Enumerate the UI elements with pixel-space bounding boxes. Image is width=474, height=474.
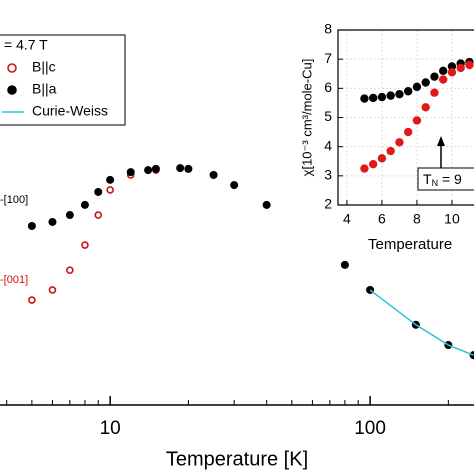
point bbox=[81, 241, 89, 249]
arrow-head bbox=[437, 136, 445, 146]
point bbox=[230, 181, 239, 190]
point bbox=[403, 87, 413, 96]
point bbox=[377, 92, 387, 102]
point bbox=[340, 260, 349, 269]
point bbox=[386, 146, 395, 156]
point bbox=[126, 168, 135, 177]
x-tick-label: 6 bbox=[378, 211, 386, 227]
point bbox=[360, 94, 369, 103]
point bbox=[66, 266, 74, 274]
point bbox=[412, 82, 422, 92]
point bbox=[421, 78, 430, 87]
x-tick-label: 100 bbox=[354, 418, 386, 439]
inset-frame bbox=[337, 29, 474, 206]
point bbox=[80, 200, 89, 209]
point bbox=[106, 175, 115, 184]
point bbox=[209, 170, 218, 179]
point bbox=[151, 164, 160, 173]
y-tick-label: 6 bbox=[324, 79, 332, 95]
x-tick-label: 4 bbox=[343, 211, 351, 227]
legend-label: B||a bbox=[32, 81, 57, 97]
point bbox=[438, 75, 448, 84]
point bbox=[144, 166, 153, 175]
annotation-part: T bbox=[423, 171, 432, 187]
y-tick-label: 3 bbox=[324, 167, 332, 183]
annotation: TN = 9 bbox=[423, 171, 462, 189]
y-tick-label: 2 bbox=[324, 196, 332, 212]
point bbox=[360, 164, 369, 173]
x-tick-label: 8 bbox=[413, 211, 421, 227]
point bbox=[412, 116, 422, 125]
legend-label: B||c bbox=[32, 59, 56, 75]
point bbox=[465, 60, 474, 70]
legend-swatch bbox=[7, 85, 17, 95]
point bbox=[395, 138, 404, 147]
y-tick-label: 8 bbox=[324, 21, 332, 37]
legend-title: = 4.7 T bbox=[4, 37, 48, 53]
point bbox=[262, 200, 271, 209]
annotation: -[100] bbox=[0, 194, 28, 206]
point bbox=[176, 164, 185, 173]
annotation-part: N bbox=[432, 178, 439, 188]
point bbox=[395, 89, 404, 99]
point bbox=[403, 127, 413, 137]
point bbox=[438, 66, 448, 76]
point bbox=[94, 211, 103, 219]
point bbox=[421, 103, 430, 112]
point bbox=[447, 68, 457, 77]
annotation-part: = 9 bbox=[438, 171, 462, 187]
point bbox=[447, 62, 457, 71]
point bbox=[368, 93, 378, 103]
point bbox=[106, 186, 114, 194]
y-tick-label: 7 bbox=[324, 50, 332, 66]
annotation: -[001] bbox=[0, 274, 28, 286]
curve bbox=[369, 289, 474, 356]
point bbox=[27, 221, 36, 230]
legend-label: Curie-Weiss bbox=[32, 103, 108, 119]
y-tick-label: 5 bbox=[324, 108, 332, 124]
point bbox=[386, 91, 395, 100]
x-tick-label: 10 bbox=[444, 211, 460, 227]
legend-swatch bbox=[7, 63, 17, 73]
point bbox=[48, 286, 57, 294]
point bbox=[430, 88, 439, 97]
y-tick-label: 4 bbox=[324, 137, 332, 153]
point bbox=[456, 63, 465, 73]
point bbox=[28, 296, 36, 304]
point bbox=[430, 72, 439, 81]
x-axis-label: Temperature bbox=[368, 236, 452, 253]
point bbox=[377, 154, 387, 163]
y-axis-label: χ[10⁻³ cm³/mole-Cu] bbox=[299, 59, 314, 177]
x-axis-label: Temperature [K] bbox=[166, 448, 308, 470]
point bbox=[368, 159, 378, 169]
point bbox=[48, 217, 57, 226]
point bbox=[94, 187, 103, 196]
x-tick-label: 10 bbox=[100, 418, 121, 439]
point bbox=[65, 211, 74, 220]
annotation-box bbox=[417, 167, 474, 191]
legend-box bbox=[0, 34, 126, 126]
point bbox=[184, 164, 193, 173]
